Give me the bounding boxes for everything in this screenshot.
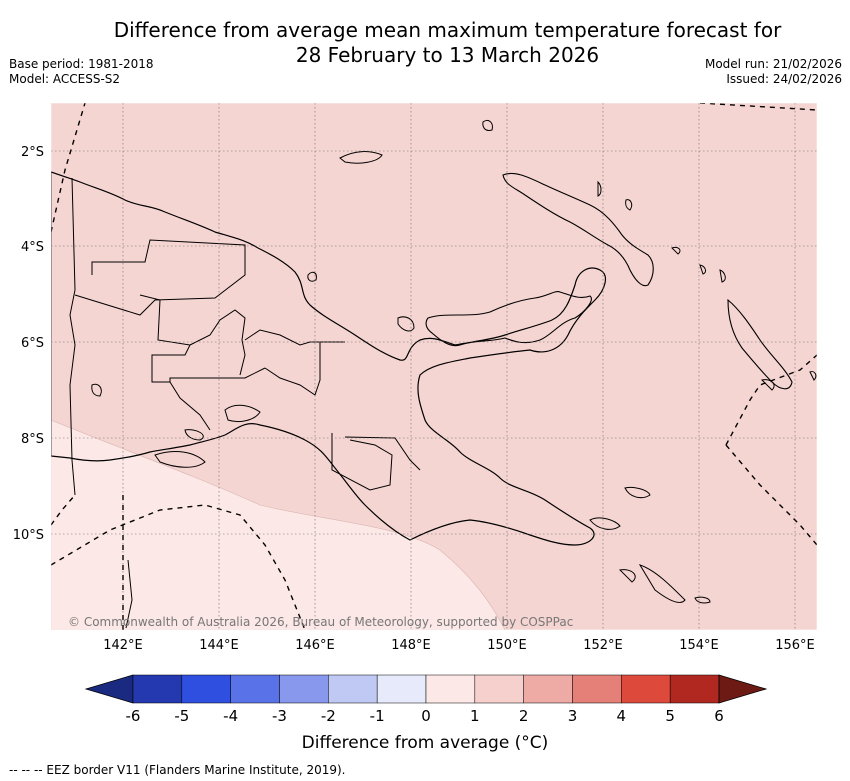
colorbar-segment xyxy=(376,674,427,704)
anomaly-region-low xyxy=(51,419,506,630)
map-figure: © Commonwealth of Australia 2026, Bureau… xyxy=(13,102,818,725)
title-line-2: 28 February to 13 March 2026 xyxy=(295,43,600,67)
colorbar-segment xyxy=(669,674,720,704)
colorbar-tick-label: 5 xyxy=(665,707,675,725)
lat-label: 10°S xyxy=(13,528,44,543)
model-run: Model run: 21/02/2026 xyxy=(704,57,842,71)
colorbar-segment xyxy=(181,674,231,704)
colorbar-tick-label: -6 xyxy=(126,707,141,725)
colorbar-tick-label: 6 xyxy=(714,707,724,725)
map-frame xyxy=(50,102,818,631)
longitude-labels: 142°E 144°E 146°E 148°E 150°E 152°E 154°… xyxy=(103,638,815,653)
lon-label: 144°E xyxy=(199,638,239,653)
issued-date: Issued: 24/02/2026 xyxy=(726,72,842,86)
lon-label: 146°E xyxy=(295,638,335,653)
colorbar xyxy=(84,674,768,704)
colorbar-segment xyxy=(279,674,329,704)
new-guinea-coastline xyxy=(51,171,607,546)
colorbar-tick-label: 1 xyxy=(470,707,480,725)
colorbar-segment xyxy=(572,674,622,704)
latitude-labels: 2°S 4°S 6°S 8°S 10°S xyxy=(13,145,44,543)
lat-label: 8°S xyxy=(21,432,44,447)
meta-right: Model run: 21/02/2026 Issued: 24/02/2026 xyxy=(705,57,842,87)
copyright-text: © Commonwealth of Australia 2026, Bureau… xyxy=(68,615,573,629)
lat-label: 6°S xyxy=(21,336,44,351)
colorbar-tick-label: 3 xyxy=(568,707,578,725)
colorbar-tick-label: -3 xyxy=(272,707,287,725)
international-border xyxy=(69,177,76,496)
colorbar-tick-label: 4 xyxy=(617,707,627,725)
lon-label: 148°E xyxy=(391,638,431,653)
new-britain-coastline xyxy=(425,291,592,347)
colorbar-segment xyxy=(523,674,573,704)
new-ireland-coastline xyxy=(502,172,654,287)
colorbar-arrow-low xyxy=(84,674,134,704)
colorbar-tick-label: -2 xyxy=(321,707,336,725)
colorbar-tick-label: 2 xyxy=(519,707,529,725)
lat-label: 4°S xyxy=(21,240,44,255)
colorbar-title: Difference from average (°C) xyxy=(301,733,549,753)
chart-title: Difference from average mean maximum tem… xyxy=(60,18,835,68)
colorbar-segment xyxy=(474,674,524,704)
bougainville-coastline xyxy=(727,298,793,390)
lon-label: 154°E xyxy=(679,638,719,653)
colorbar-arrow-high xyxy=(718,674,768,704)
base-period: Base period: 1981-2018 xyxy=(9,57,154,71)
lon-label: 156°E xyxy=(775,638,815,653)
eez-legend-note: -- -- -- EEZ border V11 (Flanders Marine… xyxy=(9,763,346,777)
colorbar-segment xyxy=(328,674,378,704)
meta-left: Base period: 1981-2018 Model: ACCESS-S2 xyxy=(9,57,154,87)
title-line-1: Difference from average mean maximum tem… xyxy=(113,18,782,42)
lon-label: 142°E xyxy=(103,638,143,653)
colorbar-segment xyxy=(621,674,671,704)
colorbar-ticks: -6 -5 -4 -3 -2 -1 0 1 2 3 4 5 6 xyxy=(126,707,724,725)
model-name: Model: ACCESS-S2 xyxy=(9,72,121,86)
colorbar-tick-label: 0 xyxy=(421,707,431,725)
eez-borders xyxy=(51,103,817,630)
colorbar-tick-label: -1 xyxy=(370,707,385,725)
colorbar-tick-label: -4 xyxy=(223,707,238,725)
province-boundaries xyxy=(74,239,421,491)
colorbar-segment xyxy=(132,674,183,704)
lat-label: 2°S xyxy=(21,145,44,160)
colorbar-segment xyxy=(425,674,476,704)
lon-label: 152°E xyxy=(583,638,623,653)
colorbar-segment xyxy=(230,674,280,704)
small-islands xyxy=(91,119,817,629)
lon-label: 150°E xyxy=(487,638,527,653)
colorbar-tick-label: -5 xyxy=(174,707,189,725)
